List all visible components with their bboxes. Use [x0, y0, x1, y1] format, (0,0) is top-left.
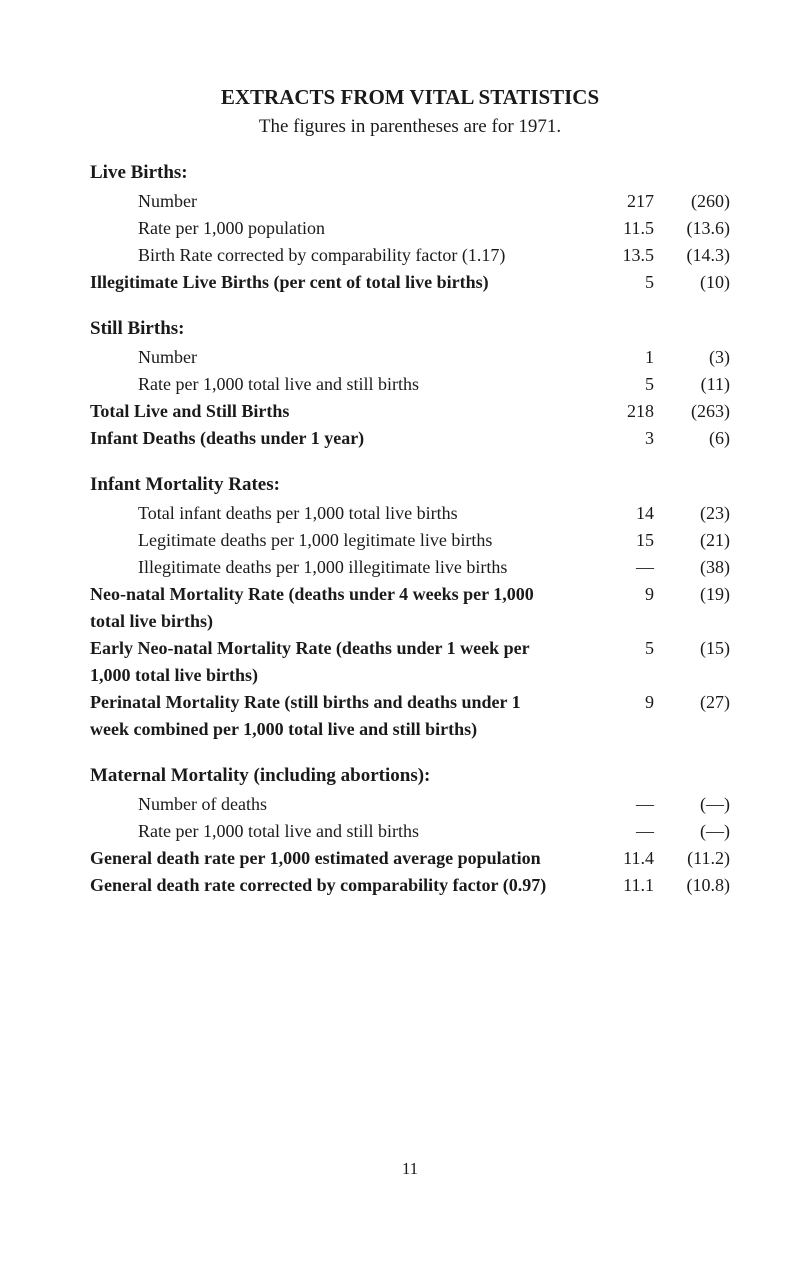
row-label: Legitimate deaths per 1,000 legitimate l… [138, 527, 492, 554]
row-value: 13.5 [596, 242, 660, 269]
row-paren: (—) [660, 818, 730, 845]
leader [511, 260, 590, 261]
row-label: Number [138, 344, 197, 371]
leader [203, 362, 590, 363]
row-label: Number [138, 188, 197, 215]
row-paren: (260) [660, 188, 730, 215]
table-row: Number 1 (3) [90, 344, 730, 371]
leader [464, 518, 590, 519]
row-value: — [596, 791, 660, 818]
row-label: Rate per 1,000 population [138, 215, 325, 242]
leader [566, 707, 590, 708]
leader [513, 572, 590, 573]
row-paren: (27) [660, 689, 730, 716]
table-row: Number of deaths — (—) [90, 791, 730, 818]
row-label: Number of deaths [138, 791, 267, 818]
row-label: Rate per 1,000 total live and still birt… [138, 818, 419, 845]
table-row: Rate per 1,000 total live and still birt… [90, 818, 730, 845]
table-row: General death rate per 1,000 estimated a… [90, 845, 730, 872]
row-value: 217 [596, 188, 660, 215]
row-paren: (3) [660, 344, 730, 371]
row-label: Perinatal Mortality Rate (still births a… [90, 689, 560, 743]
table-row: Rate per 1,000 total live and still birt… [90, 371, 730, 398]
row-paren: (263) [660, 398, 730, 425]
row-value: 218 [596, 398, 660, 425]
row-value: 9 [596, 581, 660, 608]
row-paren: (21) [660, 527, 730, 554]
row-paren: (13.6) [660, 215, 730, 242]
row-label: General death rate corrected by comparab… [90, 872, 546, 899]
table-row: Illegitimate deaths per 1,000 illegitima… [90, 554, 730, 581]
page-subtitle: The figures in parentheses are for 1971. [90, 116, 730, 138]
row-label: General death rate per 1,000 estimated a… [90, 845, 541, 872]
table-row: Infant Deaths (deaths under 1 year) 3 (6… [90, 425, 730, 452]
row-value: — [596, 818, 660, 845]
row-value: 11.5 [596, 215, 660, 242]
row-paren: (10) [660, 269, 730, 296]
page-number: 11 [90, 1159, 730, 1179]
table-row: Perinatal Mortality Rate (still births a… [90, 689, 730, 743]
row-paren: (11) [660, 371, 730, 398]
section-heading-maternal: Maternal Mortality (including abortions)… [90, 765, 730, 787]
row-label: Total infant deaths per 1,000 total live… [138, 500, 458, 527]
table-row: Legitimate deaths per 1,000 legitimate l… [90, 527, 730, 554]
leader [370, 443, 590, 444]
leader [273, 809, 590, 810]
row-value: 11.4 [596, 845, 660, 872]
row-value: 3 [596, 425, 660, 452]
table-row: Total infant deaths per 1,000 total live… [90, 500, 730, 527]
row-paren: (—) [660, 791, 730, 818]
leader [331, 233, 590, 234]
row-value: 14 [596, 500, 660, 527]
leader [425, 389, 590, 390]
row-label: Total Live and Still Births [90, 398, 289, 425]
table-row: Illegitimate Live Births (per cent of to… [90, 269, 730, 296]
section-heading-live-births: Live Births: [90, 162, 730, 184]
row-paren: (23) [660, 500, 730, 527]
leader [547, 863, 590, 864]
page-title: EXTRACTS FROM VITAL STATISTICS [90, 85, 730, 110]
leader [425, 836, 590, 837]
row-label: Illegitimate deaths per 1,000 illegitima… [138, 554, 507, 581]
table-row: General death rate corrected by comparab… [90, 872, 730, 899]
leader [566, 653, 590, 654]
table-row: Birth Rate corrected by comparability fa… [90, 242, 730, 269]
row-value: 5 [596, 269, 660, 296]
table-row: Number 217 (260) [90, 188, 730, 215]
row-value: 5 [596, 635, 660, 662]
row-value: 5 [596, 371, 660, 398]
row-paren: (15) [660, 635, 730, 662]
row-value: 11.1 [596, 872, 660, 899]
leader [295, 416, 590, 417]
row-label: Neo-natal Mortality Rate (deaths under 4… [90, 581, 560, 635]
row-value: 1 [596, 344, 660, 371]
row-paren: (6) [660, 425, 730, 452]
row-paren: (10.8) [660, 872, 730, 899]
page: EXTRACTS FROM VITAL STATISTICS The figur… [0, 0, 800, 1219]
table-row: Neo-natal Mortality Rate (deaths under 4… [90, 581, 730, 635]
row-value: 9 [596, 689, 660, 716]
row-value: — [596, 554, 660, 581]
row-label: Birth Rate corrected by comparability fa… [138, 242, 505, 269]
table-row: Rate per 1,000 population 11.5 (13.6) [90, 215, 730, 242]
row-paren: (38) [660, 554, 730, 581]
row-label: Illegitimate Live Births (per cent of to… [90, 269, 489, 296]
leader [495, 287, 590, 288]
row-label: Infant Deaths (deaths under 1 year) [90, 425, 364, 452]
leader [203, 206, 590, 207]
row-label: Early Neo-natal Mortality Rate (deaths u… [90, 635, 560, 689]
row-value: 15 [596, 527, 660, 554]
leader [566, 599, 590, 600]
table-row: Early Neo-natal Mortality Rate (deaths u… [90, 635, 730, 689]
section-heading-infant-mortality: Infant Mortality Rates: [90, 474, 730, 496]
leader [498, 545, 590, 546]
row-paren: (19) [660, 581, 730, 608]
row-label: Rate per 1,000 total live and still birt… [138, 371, 419, 398]
row-paren: (11.2) [660, 845, 730, 872]
leader [552, 890, 590, 891]
row-paren: (14.3) [660, 242, 730, 269]
table-row: Total Live and Still Births 218 (263) [90, 398, 730, 425]
section-heading-still-births: Still Births: [90, 318, 730, 340]
